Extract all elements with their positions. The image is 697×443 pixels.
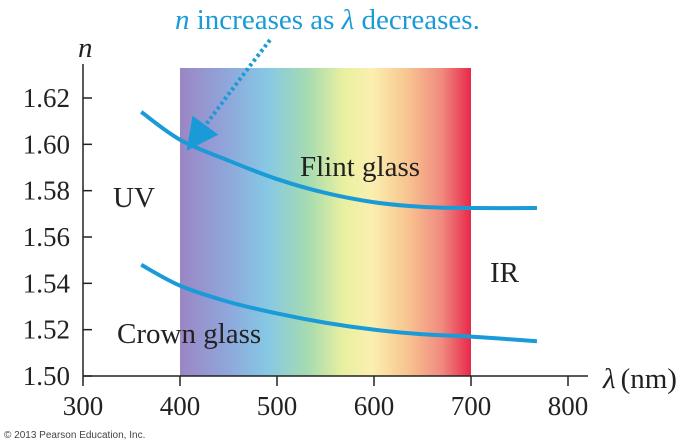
ir-region-label: IR — [490, 257, 520, 289]
x-tick-label: 600 — [354, 391, 395, 421]
x-tick-label: 800 — [548, 391, 589, 421]
annotation-text: n increases as λ decreases. — [175, 4, 480, 36]
annotation-middle: increases as — [190, 4, 342, 36]
x-tick-label: 500 — [257, 391, 298, 421]
y-tick-label: 1.62 — [23, 83, 70, 113]
x-axis-label: λ (nm) — [602, 363, 677, 395]
y-tick-label: 1.60 — [23, 129, 70, 159]
annotation-n: n — [175, 4, 190, 36]
uv-region-label: UV — [113, 182, 155, 214]
y-tick-label: 1.50 — [23, 361, 70, 391]
flint-glass-label: Flint glass — [300, 151, 420, 183]
x-axis-label-symbol: λ — [602, 363, 616, 395]
x-tick-label: 400 — [160, 391, 201, 421]
y-tick-label: 1.54 — [23, 268, 71, 298]
copyright-notice: © 2013 Pearson Education, Inc. — [4, 430, 145, 441]
annotation-lambda: λ — [341, 4, 355, 36]
x-tick-label: 300 — [63, 391, 104, 421]
y-axis-label: n — [78, 32, 93, 64]
x-tick-label: 700 — [451, 391, 492, 421]
crown-glass-label: Crown glass — [117, 318, 261, 350]
y-tick-label: 1.52 — [23, 315, 70, 345]
annotation-arrow — [186, 38, 272, 151]
crown-glass-curve — [140, 263, 538, 344]
x-axis-label-units: (nm) — [621, 363, 677, 395]
annotation-end: decreases. — [354, 4, 480, 36]
y-tick-label: 1.56 — [23, 222, 70, 252]
y-tick-label: 1.58 — [23, 176, 70, 206]
